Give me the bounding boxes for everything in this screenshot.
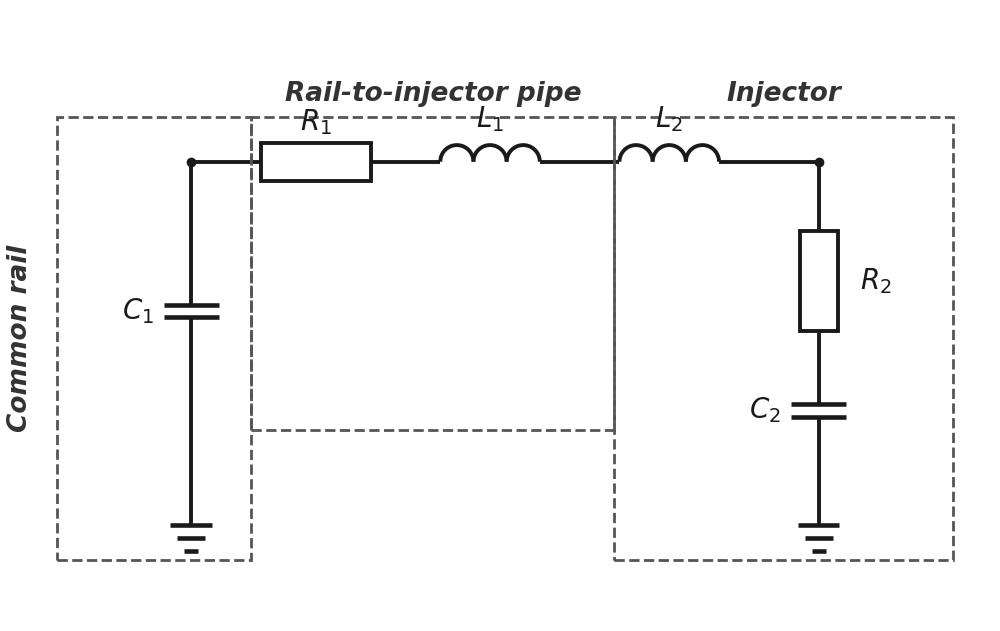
Text: Rail-to-injector pipe: Rail-to-injector pipe <box>285 81 581 107</box>
Text: $C_1$: $C_1$ <box>122 296 154 326</box>
Bar <box>251 117 614 430</box>
Text: $R_1$: $R_1$ <box>300 107 332 137</box>
Bar <box>261 143 371 180</box>
Bar <box>614 117 953 560</box>
Bar <box>800 232 838 331</box>
Text: Common rail: Common rail <box>7 245 33 432</box>
Bar <box>57 117 251 560</box>
Text: $L_2$: $L_2$ <box>655 104 683 134</box>
Text: Injector: Injector <box>726 81 841 107</box>
Text: $L_1$: $L_1$ <box>476 104 504 134</box>
Text: $C_2$: $C_2$ <box>749 396 781 425</box>
Text: $R_2$: $R_2$ <box>860 266 892 296</box>
